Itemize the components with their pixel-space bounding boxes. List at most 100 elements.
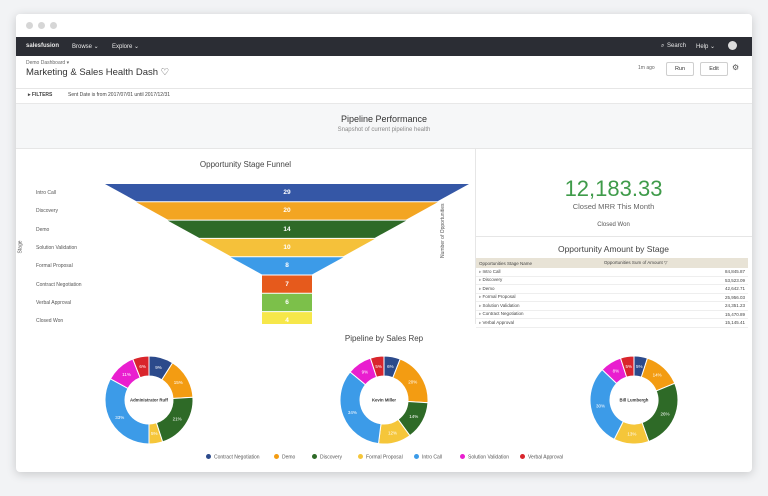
donut-slice-verbal-approval[interactable]: [369, 355, 385, 378]
donut-percent-label: 34%: [348, 410, 357, 415]
donut-center: [611, 377, 657, 423]
legend-dot-icon: [206, 454, 211, 459]
legend-label: Solution Validation: [468, 454, 510, 461]
donut-center: [361, 377, 407, 423]
legend-label: Intro Call: [422, 454, 443, 461]
filters-label: FILTERS: [31, 92, 53, 98]
donut-slice-verbal-approval[interactable]: [132, 355, 150, 379]
breadcrumb[interactable]: Demo Dashboard ▾: [26, 60, 70, 66]
legend-item[interactable]: Solution Validation: [460, 454, 509, 461]
funnel-chart: [105, 184, 469, 324]
legend-item[interactable]: Verbal Approval: [520, 454, 563, 461]
app-logo[interactable]: salesfusion: [26, 43, 60, 49]
search-icon[interactable]: ⌕: [661, 43, 665, 49]
funnel-stage-label: Discovery: [36, 208, 58, 215]
donut-percent-label: 33%: [115, 415, 124, 420]
donut-percent-label: 5%: [375, 364, 382, 369]
donut-percent-label: 5%: [151, 431, 158, 436]
search-link[interactable]: Search: [667, 43, 687, 49]
gear-icon[interactable]: ⚙: [732, 63, 740, 72]
funnel-segment-contract-negotiation[interactable]: [262, 275, 312, 293]
legend-item[interactable]: Contract Negotiation: [206, 454, 260, 461]
legend-item[interactable]: Intro Call: [414, 454, 442, 461]
funnel-stage-label: Contract Negotiation: [36, 281, 82, 288]
funnel-segment-formal-proposal[interactable]: [230, 257, 344, 275]
stage-name-cell: ▹ Discovery: [476, 276, 601, 285]
table-row[interactable]: ▹ Formal Proposal 25,956.03: [476, 293, 748, 302]
user-avatar-icon[interactable]: [728, 41, 737, 50]
edit-button[interactable]: Edit: [700, 62, 728, 76]
funnel-stage-label: Verbal Approval: [36, 299, 72, 306]
window-close-dot[interactable]: [26, 22, 33, 29]
funnel-value-label: 29: [283, 189, 291, 196]
donut-percent-label: 5%: [636, 364, 643, 369]
table-row[interactable]: ▹ Discovery 53,523.09: [476, 276, 748, 285]
pipeline-performance-title: Pipeline Performance: [340, 114, 428, 124]
funnel-segment-intro-call[interactable]: [105, 184, 469, 202]
legend-dot-icon: [460, 454, 465, 459]
donut-percent-label: 5%: [625, 364, 632, 369]
legend-dot-icon: [414, 454, 419, 459]
funnel-stage-label: Solution Validation: [36, 244, 78, 251]
legend-dot-icon: [520, 454, 525, 459]
funnel-segment-discovery[interactable]: [136, 202, 438, 220]
closed-mrr-label: Closed MRR This Month: [572, 202, 655, 211]
funnel-value-label: 10: [283, 243, 291, 251]
window-maximize-dot[interactable]: [50, 22, 57, 29]
donut-slice-verbal-approval[interactable]: [619, 355, 635, 378]
stage-name-header[interactable]: Opportunities Stage Name: [476, 258, 601, 268]
donut-slice-intro-call[interactable]: [339, 371, 382, 445]
run-button[interactable]: Run: [666, 62, 694, 76]
page-title: Marketing & Sales Health Dash ♡: [26, 67, 170, 78]
funnel-segment-solution-validation[interactable]: [199, 238, 375, 257]
donut-chart-kevin-miller: 6% 20% 14% 12% 34% 9% 5% Kevin Miller: [339, 355, 429, 445]
stage-name-cell: ▹ Intro Call: [476, 268, 601, 277]
funnel-value-label: 8: [285, 262, 289, 270]
legend-item[interactable]: Demo: [274, 454, 295, 461]
explore-menu[interactable]: Explore ⌄: [112, 44, 140, 50]
opp-amount-table: Opportunities Stage Name Opportunities S…: [476, 258, 748, 328]
funnel-value-label: 20: [283, 207, 291, 215]
amount-cell: 53,523.09: [600, 276, 748, 285]
amount-cell: 84,845.87: [600, 268, 748, 277]
donut-percent-label: 6%: [139, 364, 146, 369]
funnel-segment-verbal-approval[interactable]: [262, 293, 312, 312]
table-row[interactable]: ▹ Intro Call 84,845.87: [476, 268, 748, 277]
legend-item[interactable]: Formal Proposal: [358, 454, 403, 461]
browser-window: salesfusion Browse ⌄ Explore ⌄ ⌕ Search …: [16, 14, 752, 472]
help-menu[interactable]: Help ⌄: [696, 44, 716, 50]
browse-menu[interactable]: Browse ⌄: [72, 44, 99, 50]
donut-percent-label: 14%: [409, 414, 418, 419]
funnel-segment-closed-won[interactable]: [262, 312, 312, 324]
window-chrome: [16, 14, 752, 38]
amount-cell: 15,145.41: [600, 318, 748, 328]
sum-amount-header[interactable]: Opportunities Sum of Amount ▽: [600, 258, 748, 268]
legend-dot-icon: [358, 454, 363, 459]
funnel-stage-label: Demo: [36, 226, 50, 233]
donut-percent-label: 21%: [173, 417, 182, 422]
legend-item[interactable]: Discovery: [312, 454, 342, 461]
table-row[interactable]: ▹ Solution Validation 24,351.23: [476, 301, 748, 311]
filters-toggle[interactable]: ▸ FILTERS: [28, 92, 53, 98]
donut-rep-name: Administrator Ruff: [130, 398, 169, 403]
filter-text: Sent Date is from 2017/07/01 until 2017/…: [68, 92, 171, 98]
closed-mrr-value: 12,183.33: [564, 176, 663, 201]
top-navigation-bar: salesfusion Browse ⌄ Explore ⌄ ⌕ Search …: [16, 37, 752, 56]
table-row[interactable]: ▹ Contract Negotiation 15,470.89: [476, 310, 748, 319]
stage-name-cell: ▹ Contract Negotiation: [476, 310, 601, 319]
donut-rep-name: Bill Lumbergh: [620, 398, 649, 403]
funnel-panel: Opportunity Stage Funnel Stage Number of…: [16, 148, 476, 324]
dashboard-header: Demo Dashboard ▾ Marketing & Sales Healt…: [16, 56, 752, 89]
legend-label: Formal Proposal: [366, 454, 403, 461]
stage-name-cell: ▹ Formal Proposal: [476, 293, 601, 302]
amount-cell: 15,470.89: [600, 310, 748, 319]
filters-bar: ▸ FILTERS Sent Date is from 2017/07/01 u…: [16, 89, 752, 104]
table-row[interactable]: ▹ Demo 42,642.71: [476, 284, 748, 294]
divider: [475, 236, 752, 237]
funnel-segment-demo[interactable]: [167, 220, 407, 238]
window-minimize-dot[interactable]: [38, 22, 45, 29]
donut-percent-label: 6%: [387, 364, 394, 369]
funnel-stage-label: Intro Call: [36, 190, 57, 196]
legend-label: Discovery: [320, 454, 342, 461]
table-row[interactable]: ▹ Verbal Approval 15,145.41: [476, 318, 748, 328]
